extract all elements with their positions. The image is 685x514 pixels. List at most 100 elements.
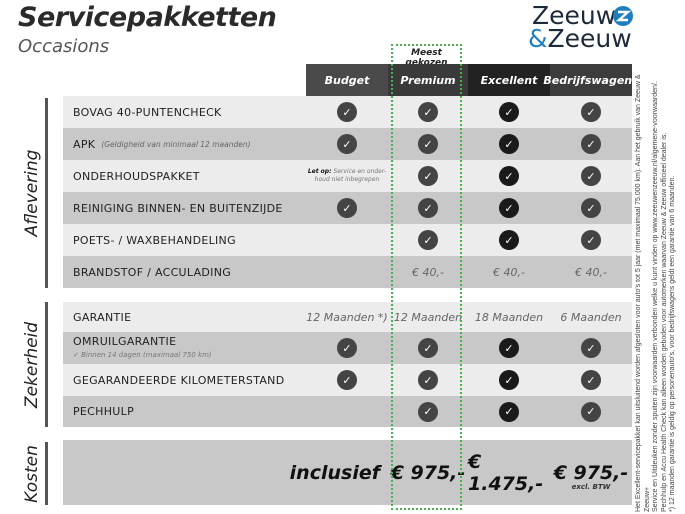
- column-bedrijfswagens: Bedrijfswagens: [543, 64, 639, 96]
- cell-value: 12 Maanden *): [306, 310, 388, 324]
- cell: € 40,-: [550, 256, 632, 288]
- table-row: APK (Geldigheid van minimaal 12 maanden) ✓…: [63, 128, 632, 160]
- row-label: ONDERHOUDSPAKKET: [73, 169, 200, 183]
- cell-value: 6 Maanden: [560, 310, 622, 324]
- price-premium: € 975,-: [390, 461, 466, 484]
- page-title: Servicepakketten: [18, 2, 277, 33]
- check-icon: ✓: [418, 230, 438, 250]
- cell: ✓: [550, 224, 632, 256]
- check-icon: ✓: [418, 198, 438, 218]
- cell: ✓: [550, 160, 632, 192]
- check-icon: ✓: [581, 166, 601, 186]
- footnote-line: Pechhulp en Accu Health Check kan alleen…: [660, 132, 668, 512]
- price-bedrijfswagens: € 975,-: [553, 461, 629, 484]
- check-icon: ✓: [337, 134, 357, 154]
- cell: ✓: [388, 364, 468, 396]
- check-icon: ✓: [581, 338, 601, 358]
- row-label: APK: [73, 137, 96, 151]
- price-excellent: € 1.475,-: [468, 450, 544, 495]
- table-row: ONDERHOUDSPAKKET Let op: Service en onder…: [63, 160, 632, 192]
- footnote: Het Excellent-servicepakket kan uitsluit…: [635, 52, 685, 512]
- table-row: POETS- / WAXBEHANDELING ✓ ✓ ✓: [63, 224, 632, 256]
- cell: Let op: Service en onder-houd niet inbeg…: [306, 160, 388, 192]
- table-row: REINIGING BINNEN- EN BUITENZIJDE ✓ ✓ ✓ ✓: [63, 192, 632, 224]
- section-aflevering: Aflevering: [18, 98, 48, 288]
- cell: ✓: [550, 128, 632, 160]
- check-icon: ✓: [581, 401, 601, 422]
- cell: ✓: [550, 96, 632, 128]
- cell: 18 Maanden: [468, 302, 550, 332]
- cell: ✓: [550, 364, 632, 396]
- section-zekerheid: Zekerheid: [18, 302, 48, 427]
- cell: ✓: [468, 128, 550, 160]
- column-excellent: Excellent: [468, 64, 550, 96]
- page-subtitle: Occasions: [18, 36, 110, 57]
- section-kosten: Kosten: [18, 442, 48, 505]
- row-label: OMRUILGARANTIE: [73, 335, 177, 348]
- check-icon: ✓: [499, 102, 519, 122]
- kosten-row: inclusief € 975,- € 1.475,- € 975,- excl.…: [63, 440, 632, 505]
- row-sublabel: ✓ Binnen 14 dagen (maximaal 750 km): [73, 351, 212, 359]
- most-chosen-badge: Meest gekozen: [405, 48, 448, 68]
- check-icon: ✓: [499, 338, 519, 358]
- cell: ✓: [306, 332, 388, 364]
- cell: [306, 256, 388, 288]
- cell: 12 Maanden: [388, 302, 468, 332]
- row-label: GEGARANDEERDE KILOMETERSTAND: [73, 373, 285, 387]
- footnote-line: Het Excellent-servicepakket kan uitsluit…: [635, 74, 651, 512]
- cell: ✓: [468, 224, 550, 256]
- check-icon: ✓: [337, 338, 357, 358]
- cell: ✓: [468, 96, 550, 128]
- logo-line1: Zeeuw: [532, 1, 617, 30]
- cell-value: € 40,-: [493, 265, 525, 279]
- check-icon: ✓: [499, 134, 519, 154]
- row-label: GARANTIE: [73, 310, 132, 324]
- row-note: (Geldigheid van minimaal 12 maanden): [101, 139, 251, 149]
- cell: ✓: [468, 160, 550, 192]
- section-label: Kosten: [21, 444, 42, 503]
- cell: ✓: [388, 160, 468, 192]
- logo-line2: Zeeuw: [547, 24, 632, 53]
- cell: [306, 396, 388, 427]
- table-row: OMRUILGARANTIE ✓ Binnen 14 dagen (maximaa…: [63, 332, 632, 364]
- table-row: GEGARANDEERDE KILOMETERSTAND ✓ ✓ ✓ ✓: [63, 364, 632, 396]
- cell: ✓: [468, 192, 550, 224]
- cell: € 40,-: [388, 256, 468, 288]
- check-icon: ✓: [418, 401, 438, 422]
- cell: [306, 224, 388, 256]
- row-label: BRANDSTOF / ACCULADING: [73, 265, 232, 279]
- column-budget: Budget: [306, 64, 388, 96]
- cell: 12 Maanden *): [306, 302, 388, 332]
- excl-btw-label: excl. BTW: [571, 483, 611, 491]
- row-label: REINIGING BINNEN- EN BUITENZIJDE: [73, 201, 283, 215]
- check-icon: ✓: [337, 198, 357, 218]
- cell: ✓: [306, 364, 388, 396]
- check-icon: ✓: [581, 134, 601, 154]
- cell-value: € 40,-: [412, 265, 444, 279]
- check-icon: ✓: [499, 370, 519, 390]
- check-icon: ✓: [418, 370, 438, 390]
- cell: 6 Maanden: [550, 302, 632, 332]
- row-label: PECHHULP: [73, 405, 135, 418]
- cell: ✓: [468, 396, 550, 427]
- row-label: POETS- / WAXBEHANDELING: [73, 233, 236, 247]
- row-label: BOVAG 40-PUNTENCHECK: [73, 105, 222, 119]
- price-budget: inclusief: [289, 461, 380, 484]
- cell: ✓: [306, 96, 388, 128]
- check-icon: ✓: [418, 166, 438, 186]
- check-icon: ✓: [499, 198, 519, 218]
- footnote-line: *) 12 maanden garantie is geldig op pers…: [669, 175, 676, 512]
- cell: ✓: [388, 332, 468, 364]
- cell: ✓: [468, 332, 550, 364]
- check-icon: ✓: [499, 166, 519, 186]
- cell: ✓: [306, 192, 388, 224]
- table-row: BRANDSTOF / ACCULADING € 40,- € 40,- € 40,-: [63, 256, 632, 288]
- section-label: Zekerheid: [21, 321, 42, 408]
- check-icon: ✓: [581, 198, 601, 218]
- cell: ✓: [388, 128, 468, 160]
- cell: ✓: [550, 192, 632, 224]
- check-icon: ✓: [499, 230, 519, 250]
- logo-amp: &: [528, 24, 548, 53]
- cell: ✓: [388, 396, 468, 427]
- table-row: PECHHULP ✓ ✓ ✓: [63, 396, 632, 427]
